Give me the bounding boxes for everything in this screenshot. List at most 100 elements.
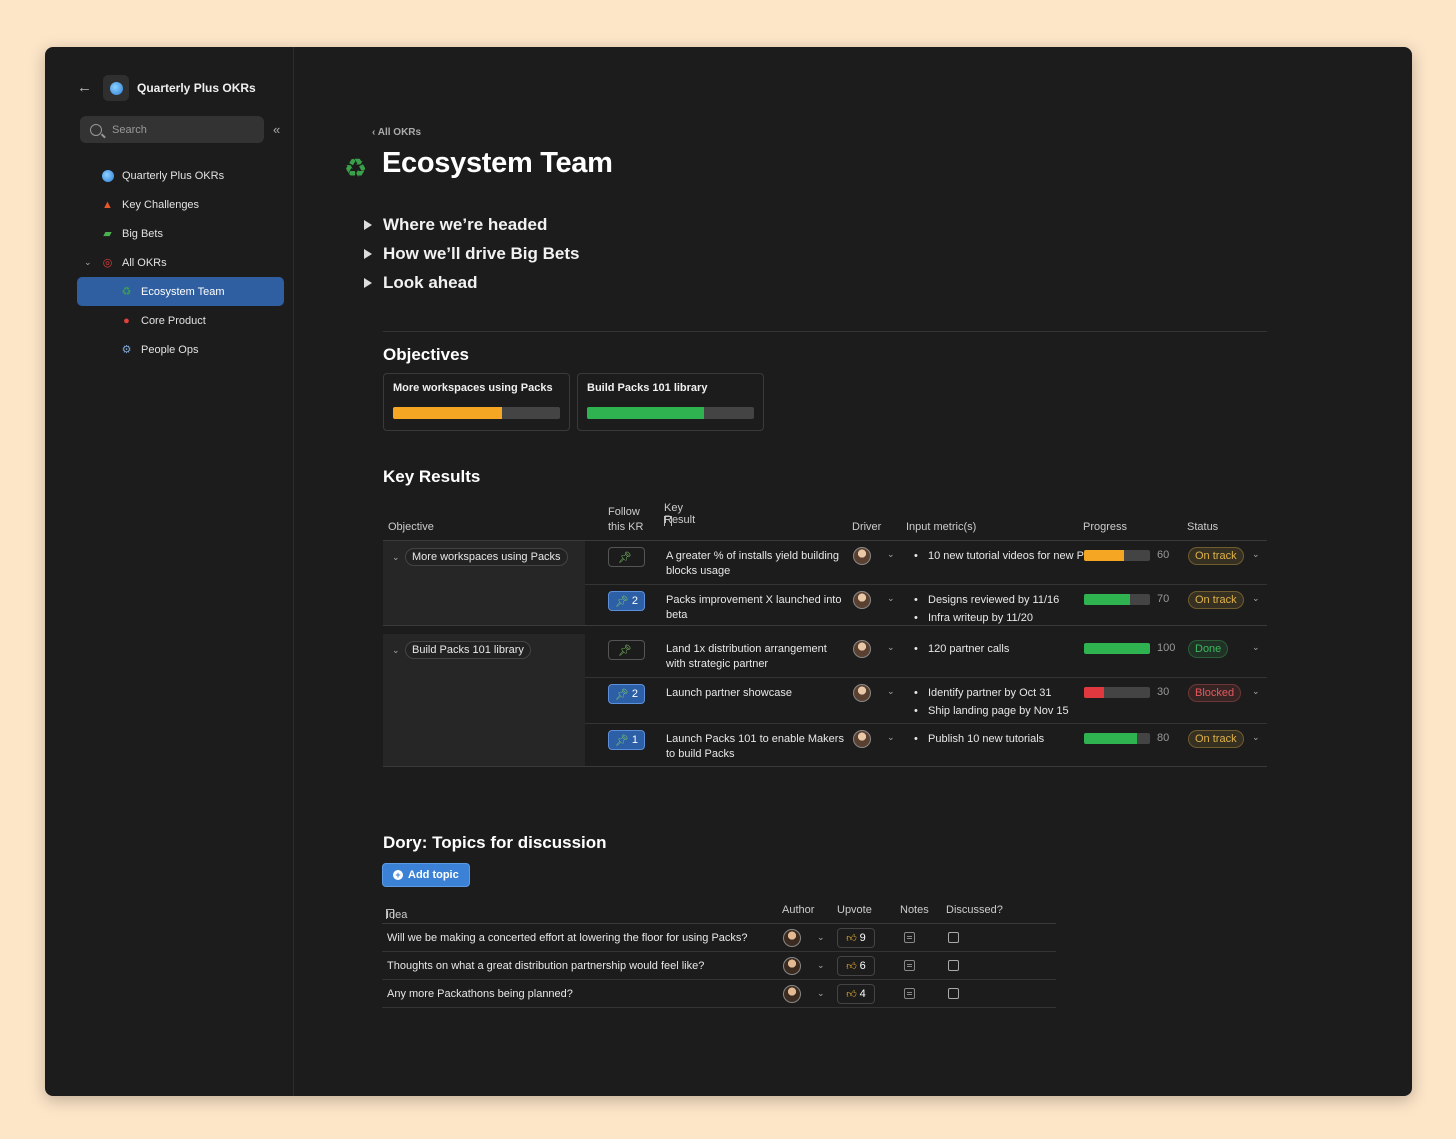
upvote-button[interactable]: 👍︎ 6	[837, 956, 875, 976]
gear-icon: ⚙	[121, 344, 132, 356]
col-discussed: Discussed?	[946, 904, 1003, 916]
chevron-down-icon[interactable]: ⌄	[887, 642, 895, 652]
follow-kr-button[interactable]: 📌︎ 2	[608, 591, 645, 611]
objective-group: ⌄ Build Packs 101 library 📌︎ Land 1x distri…	[383, 634, 1267, 767]
follow-kr-button[interactable]: 📌︎	[608, 547, 645, 567]
chevron-down-icon[interactable]: ⌄	[1252, 642, 1260, 652]
table-row: 📌︎ 2 Packs improvement X launched into bet…	[585, 585, 1267, 626]
objectives-heading: Objectives	[383, 345, 469, 364]
target-icon: ◎	[102, 257, 113, 269]
discussed-checkbox[interactable]	[948, 988, 959, 999]
status-badge[interactable]: On track	[1188, 730, 1244, 748]
follow-kr-button[interactable]: 📌︎ 2	[608, 684, 645, 704]
sidebar-item-core-product[interactable]: ● Core Product	[77, 306, 284, 335]
sidebar-item-label: Quarterly Plus OKRs	[122, 169, 225, 182]
sidebar-item-label: All OKRs	[122, 256, 167, 269]
chevron-down-icon[interactable]: ⌄	[817, 960, 825, 970]
sidebar-item-quarterly-plus-okrs[interactable]: Quarterly Plus OKRs	[77, 161, 284, 190]
back-arrow-icon[interactable]: ←	[77, 79, 92, 96]
follow-count: 2	[631, 595, 639, 607]
money-icon: ▰	[103, 228, 112, 240]
avatar[interactable]	[853, 547, 871, 565]
upvote-count: 6	[859, 960, 866, 972]
sidebar-item-big-bets[interactable]: ▰ Big Bets	[77, 219, 284, 248]
bookmark-icon	[664, 516, 672, 526]
status-badge[interactable]: On track	[1188, 591, 1244, 609]
chevron-down-icon[interactable]: ⌄	[392, 645, 400, 655]
search-box[interactable]	[80, 116, 264, 143]
chevron-down-icon[interactable]: ⌄	[887, 549, 895, 559]
table-row: 📌︎ 1 Launch Packs 101 to enable Makers to …	[585, 724, 1267, 766]
objective-card[interactable]: Build Packs 101 library	[577, 373, 764, 431]
status-badge[interactable]: Blocked	[1188, 684, 1242, 702]
status-badge[interactable]: Done	[1188, 640, 1229, 658]
key-results-table: Objective Follow this KR Key Result Driv…	[383, 502, 1267, 767]
key-result-text: Launch Packs 101 to enable Makers to bui…	[666, 733, 844, 760]
objective-card[interactable]: More workspaces using Packs	[383, 373, 570, 431]
avatar[interactable]	[853, 591, 871, 609]
key-result-text: Land 1x distribution arrangement with st…	[666, 643, 827, 670]
avatar[interactable]	[853, 640, 871, 658]
objective-card-label: More workspaces using Packs	[393, 382, 553, 394]
notes-icon[interactable]	[904, 988, 915, 999]
avatar[interactable]	[783, 985, 801, 1003]
chevron-down-icon[interactable]: ⌄	[1252, 593, 1260, 603]
table-row: 📌︎2 Launch partner showcase ⌄ Identify part…	[585, 678, 1267, 724]
avatar[interactable]	[853, 684, 871, 702]
notes-icon[interactable]	[904, 932, 915, 943]
follow-count: 1	[631, 734, 639, 746]
apple-icon: ●	[123, 314, 130, 327]
chevron-down-icon[interactable]: ⌄	[887, 593, 895, 603]
chevron-down-icon[interactable]: ⌄	[392, 552, 400, 562]
idea-text: Thoughts on what a great distribution pa…	[387, 960, 705, 972]
sidebar-item-ecosystem-team[interactable]: ♻ Ecosystem Team	[77, 277, 284, 306]
chevron-down-icon[interactable]: ⌄	[84, 257, 92, 267]
key-result-text: A greater % of installs yield building b…	[666, 550, 840, 577]
toggle-look-ahead[interactable]: Look ahead	[364, 268, 580, 297]
follow-kr-button[interactable]: 📌︎ 1	[608, 730, 645, 750]
progress-fill	[1084, 550, 1124, 561]
objective-pill[interactable]: Build Packs 101 library	[405, 641, 531, 659]
chevron-down-icon[interactable]: ⌄	[887, 732, 895, 742]
sidebar-item-label: People Ops	[141, 343, 199, 356]
discussed-checkbox[interactable]	[948, 932, 959, 943]
chevron-down-icon[interactable]: ⌄	[817, 988, 825, 998]
table-header: Objective Follow this KR Key Result Driv…	[383, 502, 1267, 541]
sidebar-item-people-ops[interactable]: ⚙ People Ops	[77, 335, 284, 364]
col-notes: Notes	[900, 904, 929, 916]
table-row: Will we be making a concerted effort at …	[382, 924, 1056, 952]
chevron-down-icon[interactable]: ⌄	[1252, 686, 1260, 696]
breadcrumb[interactable]: ‹ All OKRs	[372, 127, 422, 138]
doc-title[interactable]: Quarterly Plus OKRs	[137, 81, 256, 95]
notes-icon[interactable]	[904, 960, 915, 971]
col-progress: Progress	[1083, 521, 1128, 533]
collapse-sidebar-icon[interactable]: «	[273, 122, 281, 137]
toggle-where-headed[interactable]: Where we’re headed	[364, 210, 580, 239]
breadcrumb-label[interactable]: All OKRs	[377, 127, 422, 138]
upvote-button[interactable]: 👍︎ 9	[837, 928, 875, 948]
chevron-down-icon[interactable]: ⌄	[1252, 549, 1260, 559]
upvote-button[interactable]: 👍︎ 4	[837, 984, 875, 1004]
thumbs-up-icon: 👍︎	[846, 961, 857, 972]
status-badge[interactable]: On track	[1188, 547, 1244, 565]
add-topic-button[interactable]: + Add topic	[382, 863, 470, 887]
doc-icon[interactable]	[103, 75, 129, 101]
objective-pill[interactable]: More workspaces using Packs	[405, 548, 568, 566]
toggle-drive-big-bets[interactable]: How we’ll drive Big Bets	[364, 239, 580, 268]
chevron-down-icon[interactable]: ⌄	[887, 686, 895, 696]
sidebar-item-key-challenges[interactable]: ▲ Key Challenges	[77, 190, 284, 219]
toggle-label: Look ahead	[383, 272, 478, 292]
input-metric-item: Infra writeup by 11/20	[914, 611, 1059, 626]
sidebar-item-all-okrs[interactable]: ⌄ ◎ All OKRs	[77, 248, 284, 277]
avatar[interactable]	[783, 957, 801, 975]
objective-cards: More workspaces using Packs Build Packs …	[383, 373, 764, 431]
follow-kr-button[interactable]: 📌︎	[608, 640, 645, 660]
input-metric-item: Ship landing page by Nov 15	[914, 704, 1069, 719]
chevron-down-icon[interactable]: ⌄	[817, 932, 825, 942]
search-input[interactable]	[112, 123, 252, 136]
discussed-checkbox[interactable]	[948, 960, 959, 971]
avatar[interactable]	[853, 730, 871, 748]
avatar[interactable]	[783, 929, 801, 947]
chevron-down-icon[interactable]: ⌄	[1252, 732, 1260, 742]
objective-progress-bar	[587, 407, 754, 419]
